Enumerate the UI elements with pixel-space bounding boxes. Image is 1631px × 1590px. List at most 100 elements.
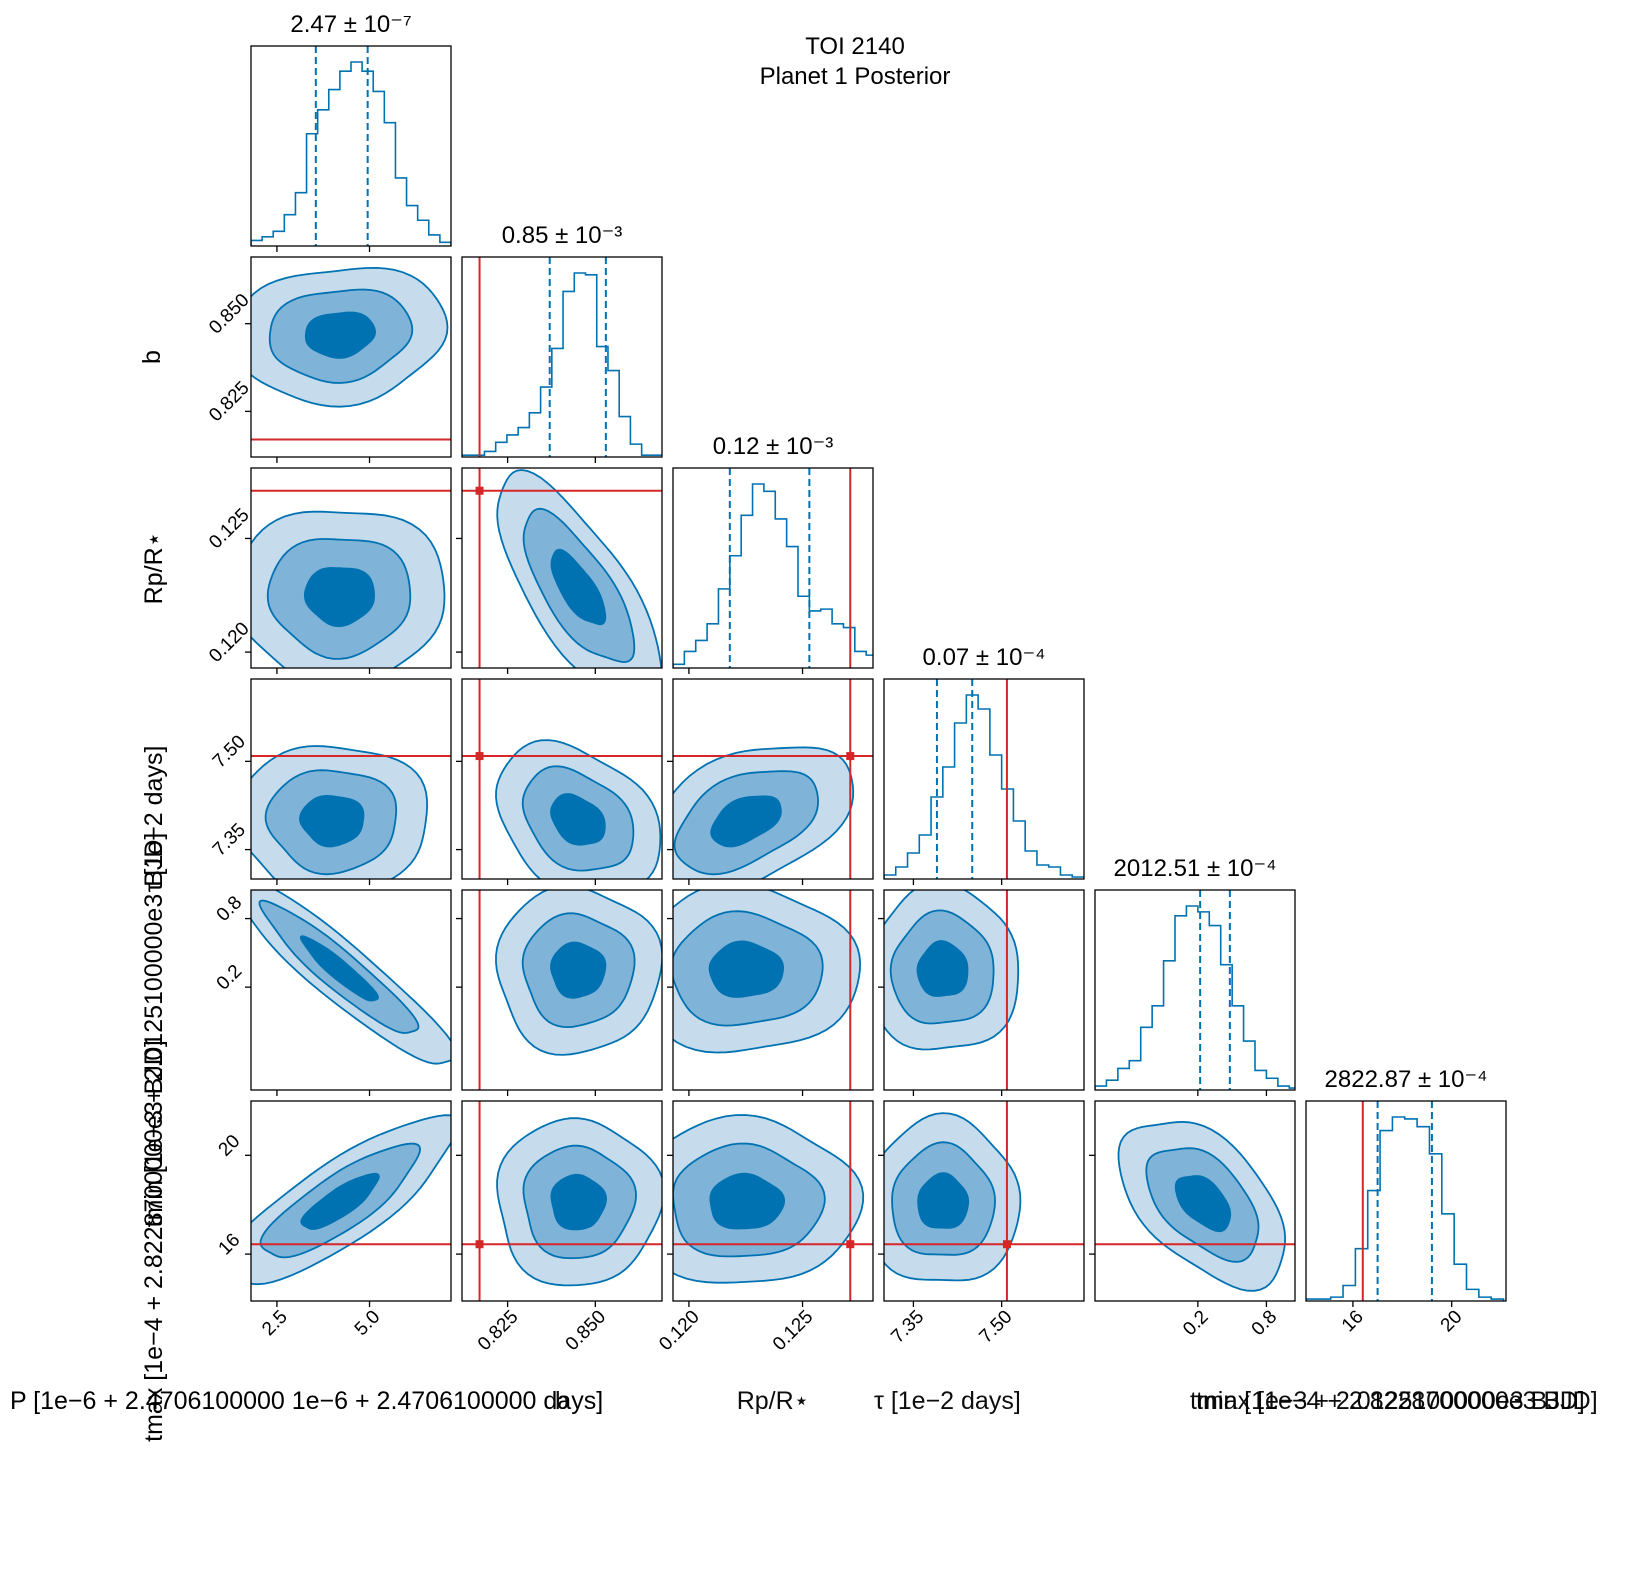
contour-level-1sigma: [917, 1172, 970, 1229]
panel-frame-4-0: [250, 889, 452, 1091]
hist-steps-t_max: [1306, 1116, 1505, 1301]
panel-frame-5-2: [672, 1100, 874, 1302]
x-axis-label-P: P [1e−6 + 2.4706100000 1e−6 + 2.47061000…: [10, 1387, 603, 1415]
panel-frame-4-1: [461, 889, 663, 1091]
y-tick-label-tau: 7.50: [209, 731, 250, 772]
hist-t_max: [1306, 1101, 1505, 1301]
contour-tau-t_min: [884, 890, 1020, 1090]
y-tick-label-t_min: 0.2: [213, 961, 247, 995]
y-tick-label-tau: 7.35: [209, 820, 250, 861]
x-tick-label-Rp_Rs: 0.125: [769, 1307, 817, 1355]
figure-title-line2: Planet 1 Posterior: [759, 63, 951, 90]
x-axis-label-t_min: tmin [1e−3 + 2.0125100000e3 BJD]: [1190, 1387, 1585, 1415]
hist-P: [251, 46, 451, 246]
x-tick-label-t_max: 16: [1338, 1307, 1368, 1337]
panel-frame-2-1: [461, 467, 663, 669]
x-axis-label-tau: τ [1e−2 days]: [874, 1387, 1021, 1415]
contour-level-1sigma: [1174, 1175, 1232, 1233]
contour-t_min-t_max: [1095, 1120, 1295, 1292]
contour-P-t_min: [251, 890, 451, 1065]
y-axis-label-t_min: tmin [1e−3 + 2.0125100000e3 BJD]: [140, 833, 168, 1228]
panel-frame-5-5: [1305, 1100, 1507, 1302]
panel-frame-4-2: [672, 889, 874, 1091]
hist-steps-tau: [884, 694, 1084, 879]
truth-marker: [475, 752, 484, 761]
panel-frame-0-0: [250, 45, 452, 247]
hist-b: [462, 257, 662, 457]
panel-frame-3-0: [250, 678, 452, 880]
y-axis-label-Rp_Rs: Rp/R⋆: [140, 532, 168, 605]
panel-frame-4-4: [1094, 889, 1296, 1091]
contour-level-1sigma: [550, 1173, 608, 1231]
contour-level-1sigma: [708, 940, 785, 998]
panel-frame-4-3: [883, 889, 1085, 1091]
x-tick-label-t_min: 0.2: [1179, 1307, 1213, 1341]
panel-frame-3-3: [883, 678, 1085, 880]
y-tick-label-t_max: 16: [215, 1230, 245, 1260]
contour-level-1sigma: [299, 794, 365, 848]
x-tick-label-t_min: 0.8: [1248, 1307, 1282, 1341]
x-tick-label-Rp_Rs: 0.120: [655, 1307, 703, 1355]
hist-title-b: 0.85 ± 10⁻³: [502, 222, 623, 249]
panel-frame-5-0: [250, 1100, 452, 1302]
panel-frame-2-0: [250, 467, 452, 669]
contour-level-1sigma: [300, 1172, 380, 1230]
y-axis-label-tau: τ [1e−2 days]: [140, 746, 168, 893]
panel-frame-1-1: [461, 256, 663, 458]
y-axis-label-t_max: tmax [1e−4 + 2.8228700000e3 BJD]: [140, 1040, 168, 1442]
contour-b-Rp_Rs: [462, 468, 662, 668]
contour-level-1sigma: [710, 795, 782, 848]
y-tick-label-t_min: 0.8: [213, 892, 247, 926]
truth-marker: [846, 1240, 855, 1249]
contour-level-1sigma: [303, 566, 376, 628]
truth-marker: [475, 1240, 484, 1249]
contour-b-t_min: [478, 890, 662, 1090]
contour-P-t_max: [251, 1114, 451, 1286]
contour-P-Rp_Rs: [251, 489, 451, 668]
contour-b-tau: [462, 679, 662, 879]
truth-marker: [846, 752, 855, 761]
hist-t_min: [1095, 890, 1295, 1090]
contour-level-1sigma: [916, 940, 969, 997]
contour-level-1sigma: [550, 941, 607, 999]
y-tick-label-Rp_Rs: 0.120: [205, 618, 253, 666]
hist-steps-Rp_Rs: [673, 483, 873, 668]
panel-frame-5-1: [461, 1100, 663, 1302]
x-axis-label-b: b: [555, 1387, 569, 1415]
hist-title-t_max: 2822.87 ± 10⁻⁴: [1325, 1066, 1488, 1093]
contour-level-1sigma: [709, 1172, 785, 1230]
figure-title: TOI 2140 Planet 1 Posterior: [735, 32, 975, 92]
contour-P-tau: [251, 745, 451, 879]
panel-frame-2-2: [672, 467, 874, 669]
truth-marker: [475, 486, 484, 495]
hist-steps-t_min: [1095, 905, 1295, 1090]
contour-level-1sigma: [304, 311, 377, 359]
panel-frame-1-0: [250, 256, 452, 458]
panel-frame-5-4: [1094, 1100, 1296, 1302]
x-tick-label-b: 0.825: [474, 1307, 522, 1355]
x-tick-label-t_max: 20: [1437, 1307, 1467, 1337]
contour-Rp_Rs-t_min: [673, 890, 862, 1090]
hist-title-Rp_Rs: 0.12 ± 10⁻³: [713, 433, 834, 460]
y-tick-label-Rp_Rs: 0.125: [205, 505, 253, 553]
x-tick-label-P: 5.0: [351, 1307, 385, 1341]
contour-P-b: [251, 266, 451, 441]
panel-frame-3-1: [461, 678, 663, 880]
hist-title-tau: 0.07 ± 10⁻⁴: [923, 644, 1046, 671]
panel-frame-5-3: [883, 1100, 1085, 1302]
hist-title-t_min: 2012.51 ± 10⁻⁴: [1114, 855, 1277, 882]
contour-Rp_Rs-tau: [673, 679, 873, 879]
x-tick-label-P: 2.5: [258, 1307, 292, 1341]
hist-steps-P: [251, 61, 451, 246]
panel-frame-3-2: [672, 678, 874, 880]
contour-Rp_Rs-t_max: [673, 1101, 873, 1301]
contour-b-t_max: [462, 1101, 662, 1301]
contour-tau-t_max: [884, 1101, 1084, 1301]
contour-level-1sigma: [550, 548, 607, 626]
x-tick-label-tau: 7.50: [975, 1307, 1016, 1348]
x-axis-label-Rp_Rs: Rp/R⋆: [737, 1387, 810, 1415]
y-axis-label-b: b: [138, 350, 166, 364]
truth-marker: [1002, 1240, 1011, 1249]
y-tick-label-b: 0.850: [205, 290, 253, 338]
contour-level-1sigma: [550, 793, 606, 846]
